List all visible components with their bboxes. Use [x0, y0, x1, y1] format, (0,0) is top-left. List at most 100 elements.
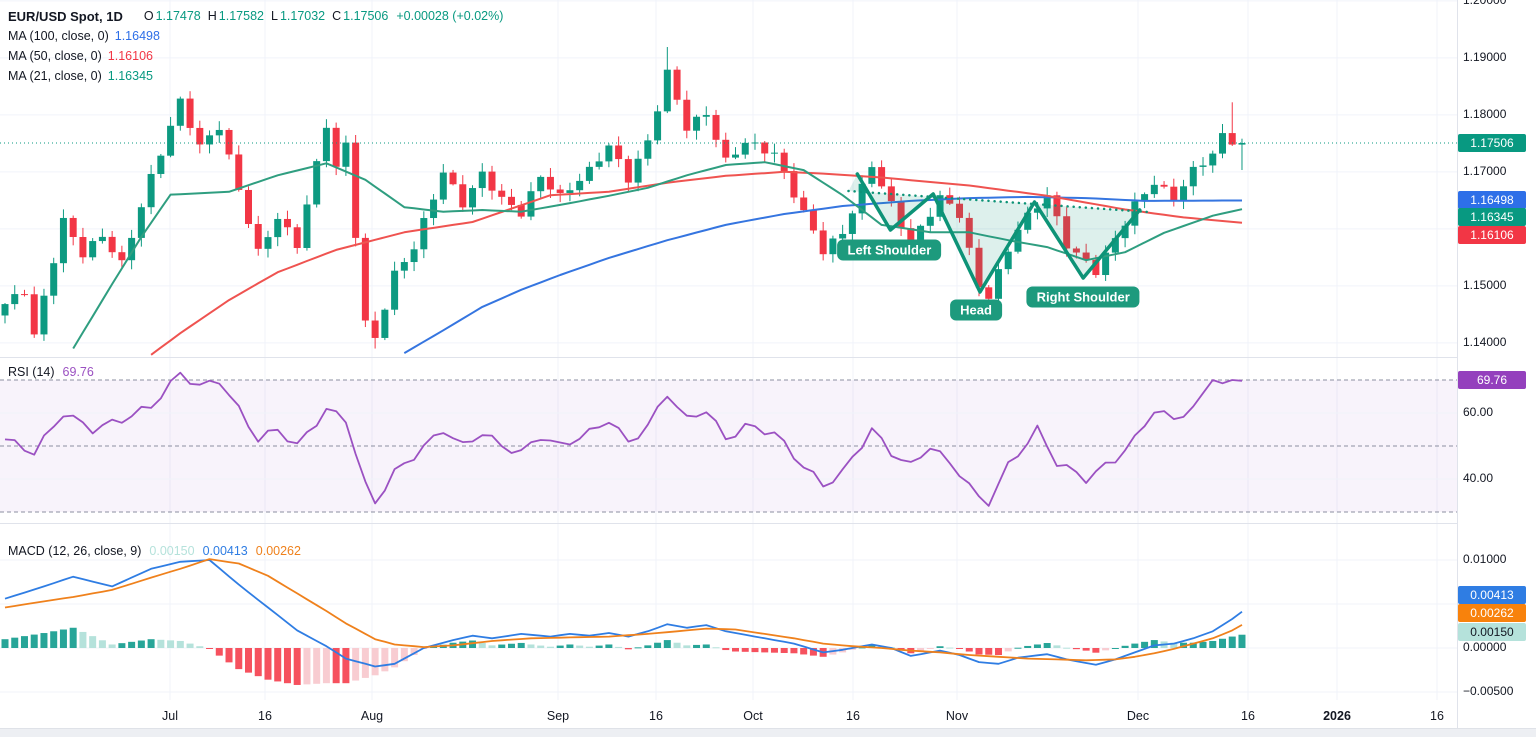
- candle: [469, 188, 477, 208]
- macd-histogram-bar: [556, 645, 564, 648]
- macd-histogram-bar: [283, 648, 291, 684]
- time-tick-label: 2026: [1323, 709, 1351, 723]
- time-axis[interactable]: Jul 16 Aug Sep 16 Oct 16 Nov Dec 16 2026 16: [0, 700, 1457, 728]
- pattern-zigzag: [855, 172, 1142, 294]
- macd-histogram-bar: [732, 648, 739, 652]
- candle: [722, 139, 730, 158]
- pattern-label-left-shoulder[interactable]: Left Shoulder: [837, 239, 942, 261]
- candle: [449, 172, 457, 185]
- candle: [118, 252, 126, 261]
- ma21-value: 1.16345: [107, 69, 153, 83]
- candle: [79, 237, 87, 258]
- candle: [1053, 195, 1061, 217]
- candle: [30, 294, 38, 335]
- ma50-legend-row[interactable]: MA (50, close, 0) 1.16106: [8, 46, 503, 66]
- candle: [235, 154, 243, 190]
- candle: [186, 98, 194, 128]
- pattern-label-head[interactable]: Head: [950, 299, 1002, 321]
- macd-label: MACD (12, 26, close, 9): [8, 544, 142, 558]
- candle: [59, 217, 67, 264]
- candle: [1102, 252, 1110, 276]
- current-price-badge: 1.17506: [1458, 134, 1526, 152]
- macd-histogram-bar: [498, 644, 506, 648]
- candle: [1082, 252, 1090, 260]
- pane-separator-rsi-macd[interactable]: [0, 523, 1457, 524]
- macd-histogram-bar: [1, 639, 9, 648]
- rsi-value: 69.76: [62, 365, 94, 379]
- macd-histogram-bar: [206, 648, 214, 649]
- candle: [332, 127, 340, 167]
- macd-legend-row[interactable]: MACD (12, 26, close, 9) 0.00150 0.00413 …: [8, 541, 301, 561]
- symbol-legend-row[interactable]: EUR/USD Spot, 1D O 1.17478 H 1.17582 L 1…: [8, 6, 503, 26]
- time-tick-label: Sep: [546, 709, 570, 723]
- candle: [1150, 184, 1158, 195]
- main-legend: EUR/USD Spot, 1D O 1.17478 H 1.17582 L 1…: [8, 6, 503, 86]
- macd-histogram-bar: [11, 637, 19, 648]
- candle: [459, 184, 467, 208]
- price-tick-label: 1.15000: [1463, 277, 1507, 292]
- macd-histogram-bar: [790, 648, 798, 654]
- macd-histogram-bar: [595, 645, 603, 648]
- candle: [11, 294, 19, 305]
- macd-histogram-bar: [40, 633, 48, 648]
- macd-histogram-bar: [1102, 648, 1110, 651]
- candle: [283, 218, 291, 228]
- ma50-label: MA (50, close, 0): [8, 49, 102, 63]
- high-value: 1.17582: [218, 9, 264, 23]
- candle: [498, 190, 506, 197]
- rsi-legend-row[interactable]: RSI (14) 69.76: [8, 362, 94, 382]
- macd-histogram-bar: [235, 648, 243, 670]
- candle: [108, 236, 116, 253]
- candle: [1063, 216, 1071, 249]
- macd-histogram-bar: [1228, 636, 1236, 648]
- macd-histogram-bar: [1014, 647, 1022, 649]
- candle: [69, 217, 77, 238]
- pattern-label-right-shoulder[interactable]: Right Shoulder: [1026, 286, 1140, 308]
- candle: [137, 207, 145, 238]
- macd-histogram-bar: [965, 648, 973, 652]
- ma-value-badge: 1.16498: [1458, 191, 1526, 209]
- candle: [956, 203, 964, 218]
- macd-histogram-bar: [975, 648, 983, 655]
- macd-histogram-bar: [770, 648, 778, 653]
- candle: [371, 320, 379, 338]
- candle: [1189, 166, 1197, 187]
- macd-histogram-bar: [157, 639, 165, 648]
- ma21-label: MA (21, close, 0): [8, 69, 102, 83]
- symbol-title[interactable]: EUR/USD Spot, 1D: [8, 8, 123, 24]
- macd-histogram-bar: [1072, 648, 1080, 650]
- candle: [20, 294, 28, 296]
- candle: [1199, 165, 1207, 167]
- macd-histogram-bar: [1141, 641, 1149, 648]
- candle: [420, 218, 428, 250]
- price-axis[interactable]: 1.20000 1.19000 1.18000 1.17000 1.15000 1.140…: [1458, 0, 1536, 728]
- candle: [157, 155, 165, 174]
- ma-value-badge: 1.16106: [1458, 226, 1526, 244]
- macd-histogram-bar: [1121, 645, 1129, 648]
- macd-histogram-bar: [809, 648, 817, 656]
- pane-separator-price-rsi[interactable]: [0, 357, 1457, 358]
- macd-histogram-bar: [1082, 648, 1090, 651]
- macd-histogram-bar: [20, 636, 28, 648]
- ma100-legend-row[interactable]: MA (100, close, 0) 1.16498: [8, 26, 503, 46]
- ma21-legend-row[interactable]: MA (21, close, 0) 1.16345: [8, 66, 503, 86]
- macd-histogram-bar: [1219, 638, 1226, 648]
- macd-histogram-bar: [1150, 640, 1158, 648]
- macd-histogram-bar: [780, 648, 788, 653]
- macd-histogram-bar: [566, 644, 574, 648]
- candle: [430, 199, 438, 219]
- macd-histogram-bar: [1131, 643, 1139, 648]
- rsi-legend: RSI (14) 69.76: [8, 362, 94, 382]
- low-label: L: [270, 9, 278, 23]
- price-tick-label: 1.18000: [1463, 106, 1507, 121]
- candle: [741, 142, 749, 155]
- macd-histogram-bar: [1053, 645, 1061, 648]
- time-tick-label: Nov: [945, 709, 969, 723]
- macd-histogram-bar: [858, 647, 866, 649]
- macd-histogram-bar: [956, 648, 964, 649]
- pattern-neckline: [847, 189, 1150, 214]
- rsi-tick-label: 60.00: [1463, 405, 1494, 419]
- rsi-value-badge: 69.76: [1458, 371, 1526, 389]
- macd-histogram-bar: [371, 648, 379, 676]
